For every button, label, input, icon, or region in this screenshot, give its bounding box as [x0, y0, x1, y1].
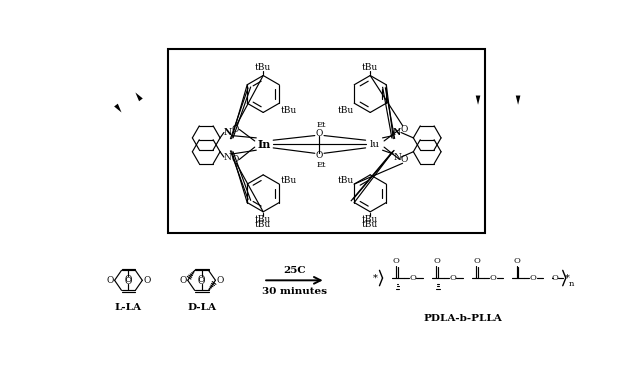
Text: O: O	[316, 151, 323, 160]
Text: tBu: tBu	[337, 176, 354, 185]
Text: tBu: tBu	[362, 63, 379, 72]
Polygon shape	[135, 92, 143, 101]
Text: O: O	[198, 275, 205, 284]
Text: O: O	[179, 276, 187, 285]
Text: tBu: tBu	[255, 63, 272, 72]
Polygon shape	[114, 104, 122, 113]
Text: In: In	[257, 139, 271, 150]
Text: tBu: tBu	[337, 106, 354, 115]
Text: tBu: tBu	[362, 215, 379, 224]
Text: Et: Et	[316, 161, 326, 169]
Text: O: O	[473, 257, 480, 265]
Text: O: O	[143, 276, 151, 285]
Text: N: N	[393, 153, 401, 161]
Text: lu: lu	[370, 139, 380, 149]
Text: O: O	[449, 274, 456, 282]
Text: N: N	[223, 128, 232, 137]
Polygon shape	[516, 96, 520, 105]
Text: O: O	[316, 129, 323, 138]
Text: L-LA: L-LA	[115, 303, 142, 312]
Text: O: O	[433, 257, 440, 265]
Text: O: O	[231, 125, 239, 134]
Bar	[168, 49, 485, 233]
Text: O: O	[106, 276, 114, 285]
Text: *: *	[372, 274, 377, 282]
Text: tBu: tBu	[255, 215, 272, 224]
Text: O: O	[529, 274, 536, 282]
Text: PDLA-b-PLLA: PDLA-b-PLLA	[423, 314, 502, 323]
Text: O: O	[401, 155, 408, 164]
Text: O: O	[513, 257, 520, 265]
Text: O: O	[216, 276, 223, 285]
Text: tBu: tBu	[280, 106, 297, 115]
Text: 30 minutes: 30 minutes	[262, 287, 327, 296]
Polygon shape	[476, 96, 480, 105]
Text: D-LA: D-LA	[187, 303, 216, 312]
Text: N: N	[393, 128, 401, 137]
Text: O: O	[551, 274, 558, 282]
Text: O: O	[409, 274, 416, 282]
Text: O: O	[125, 275, 132, 284]
Text: 25C: 25C	[284, 266, 306, 275]
Text: N: N	[224, 153, 232, 161]
Text: tBu: tBu	[255, 219, 272, 229]
Text: n: n	[568, 280, 574, 288]
Text: Et: Et	[316, 121, 326, 129]
Text: O: O	[393, 257, 400, 265]
Text: O: O	[401, 125, 408, 134]
Text: O: O	[198, 277, 205, 286]
Text: *: *	[565, 274, 570, 282]
Text: O: O	[489, 274, 496, 282]
Text: O: O	[125, 277, 132, 286]
Text: O: O	[231, 155, 239, 164]
Text: tBu: tBu	[362, 219, 379, 229]
Text: tBu: tBu	[280, 176, 297, 185]
